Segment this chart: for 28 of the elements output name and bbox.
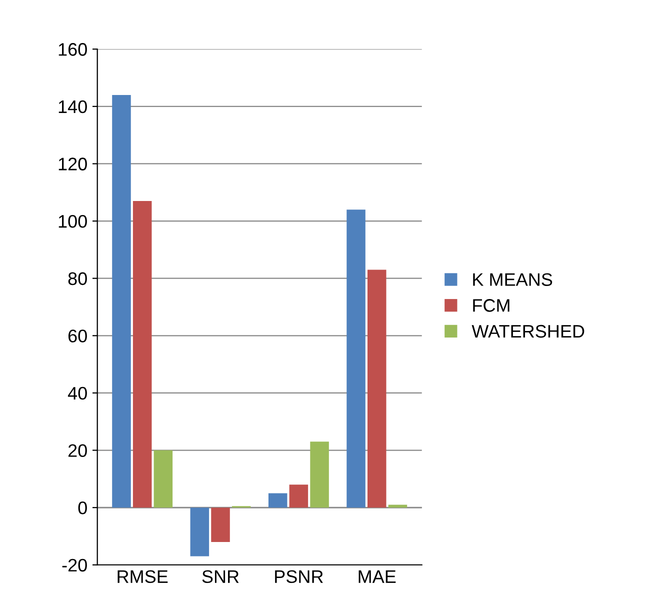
bar: [112, 94, 131, 508]
y-tick-label: 160: [58, 43, 87, 56]
legend-label: K MEANS: [473, 273, 552, 286]
bar: [132, 200, 152, 508]
bar: [388, 504, 408, 508]
y-tick-label: 40: [68, 386, 87, 400]
x-tick-label: SNR: [202, 570, 239, 584]
legend-label: FCM: [473, 299, 510, 312]
x-tick-label: PSNR: [275, 570, 323, 584]
bar: [346, 210, 366, 508]
legend-label: WATERSHED: [472, 324, 584, 338]
y-tick-label: 80: [68, 272, 87, 286]
bar: [289, 484, 308, 508]
y-tick-label: 0: [78, 502, 87, 514]
bar: [268, 493, 288, 508]
y-tick-label: -20: [62, 558, 87, 572]
y-tick-label: 120: [58, 158, 87, 170]
bar: [154, 450, 173, 508]
y-tick-label: 20: [68, 444, 87, 457]
y-tick-label: 60: [68, 330, 87, 342]
x-tick-label: RMSE: [118, 570, 168, 584]
y-tick-label: 100: [58, 214, 87, 228]
y-tick-label: 140: [58, 100, 87, 114]
x-tick-label: MAE: [358, 570, 396, 583]
bar: [190, 508, 210, 556]
bar: [211, 508, 230, 542]
bar: [367, 270, 386, 508]
bar: [310, 442, 329, 508]
